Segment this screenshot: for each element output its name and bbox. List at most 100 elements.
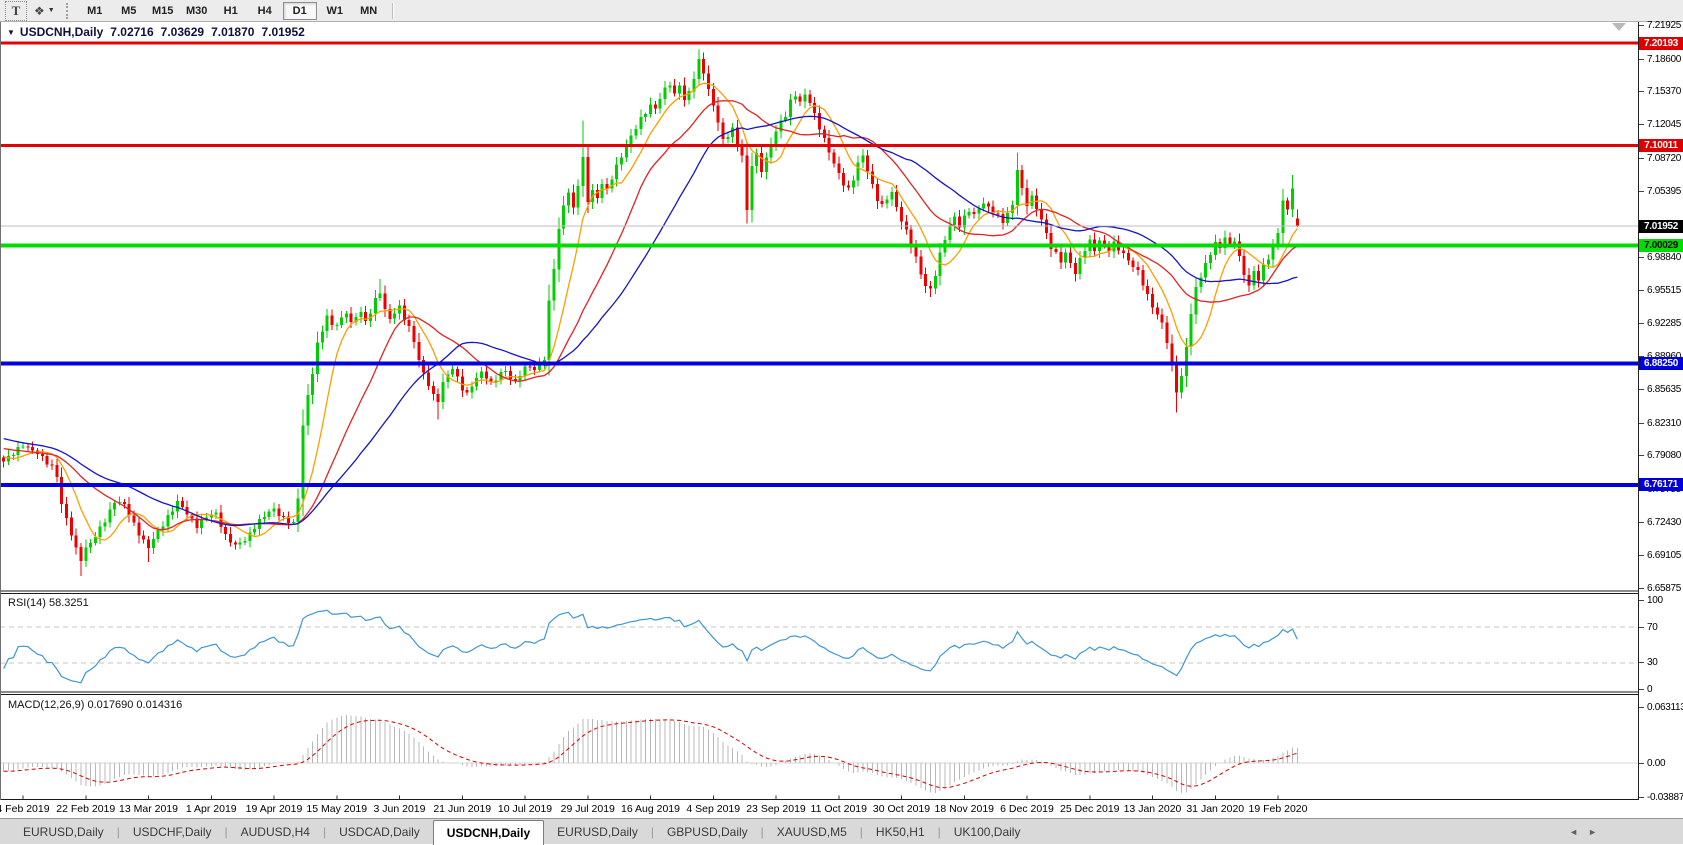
axis-tick: 6.82310 <box>1639 418 1681 429</box>
axis-tick: 7.08720 <box>1639 153 1681 164</box>
date-label: 4 Feb 2019 <box>0 803 50 815</box>
tab-eurusd-daily[interactable]: EURUSD,Daily <box>23 825 104 839</box>
timeframe-button-h1[interactable]: H1 <box>223 4 238 17</box>
date-label: 11 Oct 2019 <box>810 803 867 815</box>
tab-audusd-h4[interactable]: AUDUSD,H4 <box>240 825 310 839</box>
diamonds-icon: ❖ <box>34 3 45 18</box>
tab-separator: | <box>650 825 654 839</box>
axis-tick: 7.21925 <box>1639 20 1681 31</box>
axis-tick: 70 <box>1639 622 1658 633</box>
price-badge-6.88250: 6.88250 <box>1639 357 1683 371</box>
timeframe-button-h4[interactable]: H4 <box>257 4 272 17</box>
timeframe-group: M1 M5 M15 M30 H1 H4 D1 W1 MN <box>78 1 386 20</box>
chart-shift-marker <box>1612 23 1626 31</box>
date-label: 13 Jan 2020 <box>1123 803 1182 815</box>
price-badge-7.10011: 7.10011 <box>1639 138 1683 152</box>
timeframe-button-m1[interactable]: M1 <box>87 4 103 17</box>
date-label: 31 Jan 2020 <box>1186 803 1245 815</box>
axis-tick: 7.15370 <box>1639 86 1681 97</box>
high-value: 7.03629 <box>160 25 205 39</box>
rsi-label: RSI(14) 58.3251 <box>8 597 89 609</box>
tab-scroll-left-icon[interactable]: ◄ <box>1569 827 1579 837</box>
symbol-label: USDCNH,Daily <box>19 25 104 39</box>
tab-eurusd-daily[interactable]: EURUSD,Daily <box>557 825 638 839</box>
tab-usdcad-daily[interactable]: USDCAD,Daily <box>339 825 420 839</box>
chart-left-border <box>0 22 1 800</box>
axis-tick: 0.063113 <box>1639 702 1683 713</box>
axis-tick: 6.98840 <box>1639 252 1681 263</box>
price-badge-7.20193: 7.20193 <box>1639 36 1683 50</box>
date-axis[interactable]: 4 Feb 2019 22 Feb 2019 13 Mar 2019 1 Apr 20… <box>0 800 1683 818</box>
axis-tick: 100 <box>1639 595 1663 606</box>
tab-usdchf-daily[interactable]: USDCHF,Daily <box>132 825 212 839</box>
timeframe-button-d1[interactable]: D1 <box>282 1 317 20</box>
date-label: 22 Feb 2019 <box>56 803 116 815</box>
axis-tick: 7.12045 <box>1639 119 1681 130</box>
text-tool-button[interactable]: T <box>5 0 27 21</box>
chart-window[interactable]: ▼ USDCNH,Daily 7.02716 7.03629 7.01870 7… <box>0 20 1683 818</box>
date-label: 10 Jul 2019 <box>497 803 553 815</box>
toolbar-grip[interactable] <box>65 2 72 19</box>
chart-tabs: EURUSD,Daily | USDCHF,Daily | AUDUSD,H4 | USDC… <box>10 819 1033 845</box>
date-label: 19 Feb 2020 <box>1248 803 1308 815</box>
toolbar-separator <box>391 2 394 19</box>
close-value: 7.01952 <box>261 25 305 39</box>
timeframe-button-w1[interactable]: W1 <box>326 4 343 17</box>
tab-separator: | <box>116 825 120 839</box>
tab-separator: | <box>937 825 941 839</box>
tab-usdcnh-daily[interactable]: USDCNH,Daily <box>432 820 545 845</box>
text-tool-icon: T <box>11 2 21 18</box>
tab-separator: | <box>859 825 863 839</box>
tab-separator: | <box>224 825 228 839</box>
chart-dropdown-icon[interactable]: ▼ <box>7 27 15 37</box>
tab-xauusd-m5[interactable]: XAUUSD,M5 <box>776 825 847 839</box>
low-value: 7.01870 <box>211 25 255 39</box>
date-label: 4 Sep 2019 <box>686 803 741 815</box>
axis-tick: 6.79080 <box>1639 450 1681 461</box>
date-label: 30 Oct 2019 <box>872 803 931 815</box>
tab-separator: | <box>760 825 764 839</box>
price-axis[interactable]: 7.21925 7.18600 7.15370 7.12045 7.08720 7.053… <box>1638 20 1683 803</box>
axis-tick: 30 <box>1639 657 1658 668</box>
price-badge-6.76171: 6.76171 <box>1639 478 1683 492</box>
timeframe-button-mn[interactable]: MN <box>360 4 378 17</box>
date-label: 21 Jun 2019 <box>433 803 492 815</box>
date-label: 15 May 2019 <box>306 803 368 815</box>
macd-label: MACD(12,26,9) 0.017690 0.014316 <box>8 699 183 711</box>
objects-tool-button[interactable]: ❖ ▼ <box>31 2 58 20</box>
date-label: 23 Sep 2019 <box>746 803 806 815</box>
timeframe-button-m5[interactable]: M5 <box>121 4 137 17</box>
tab-hk50-h1[interactable]: HK50,H1 <box>875 825 925 839</box>
timeframe-button-m30[interactable]: M30 <box>186 4 208 17</box>
axis-tick: -0.038872 <box>1639 792 1683 803</box>
date-label: 6 Dec 2019 <box>1000 803 1054 815</box>
axis-tick: 6.88960 <box>1639 351 1681 362</box>
date-label: 25 Dec 2019 <box>1059 803 1120 815</box>
timeframe-button-m15[interactable]: M15 <box>152 4 174 17</box>
open-value: 7.02716 <box>110 25 154 39</box>
axis-tick: 7.18600 <box>1639 54 1681 65</box>
date-label: 16 Aug 2019 <box>621 803 680 815</box>
date-label: 1 Apr 2019 <box>185 803 237 815</box>
axis-tick: 0 <box>1639 684 1653 695</box>
candlestick-plot[interactable] <box>0 22 1638 800</box>
axis-tick: 0.00 <box>1639 758 1666 769</box>
tab-uk100-daily[interactable]: UK100,Daily <box>953 825 1021 839</box>
axis-tick: 7.05395 <box>1639 186 1681 197</box>
chart-tab-bar: EURUSD,Daily | USDCHF,Daily | AUDUSD,H4 | USDC… <box>0 818 1683 845</box>
tab-scroll-right-icon[interactable]: ► <box>1588 827 1597 837</box>
date-label: 13 Mar 2019 <box>119 803 178 815</box>
date-label: 19 Apr 2019 <box>245 803 303 815</box>
axis-tick: 6.85635 <box>1639 384 1681 395</box>
price-badge-7.00029: 7.00029 <box>1639 238 1683 252</box>
axis-tick: 6.65875 <box>1639 583 1681 594</box>
price-badge-7.01952: 7.01952 <box>1639 219 1683 233</box>
date-label: 29 Jul 2019 <box>560 803 615 815</box>
tab-separator: | <box>322 825 327 839</box>
tab-gbpusd-daily[interactable]: GBPUSD,Daily <box>666 825 748 839</box>
axis-tick: 6.92285 <box>1639 318 1681 329</box>
date-label: 3 Jun 2019 <box>373 803 426 815</box>
chevron-down-icon: ▼ <box>47 7 55 14</box>
axis-tick: 6.69105 <box>1639 550 1681 561</box>
chart-title: ▼ USDCNH,Daily 7.02716 7.03629 7.01870 7… <box>7 25 305 39</box>
